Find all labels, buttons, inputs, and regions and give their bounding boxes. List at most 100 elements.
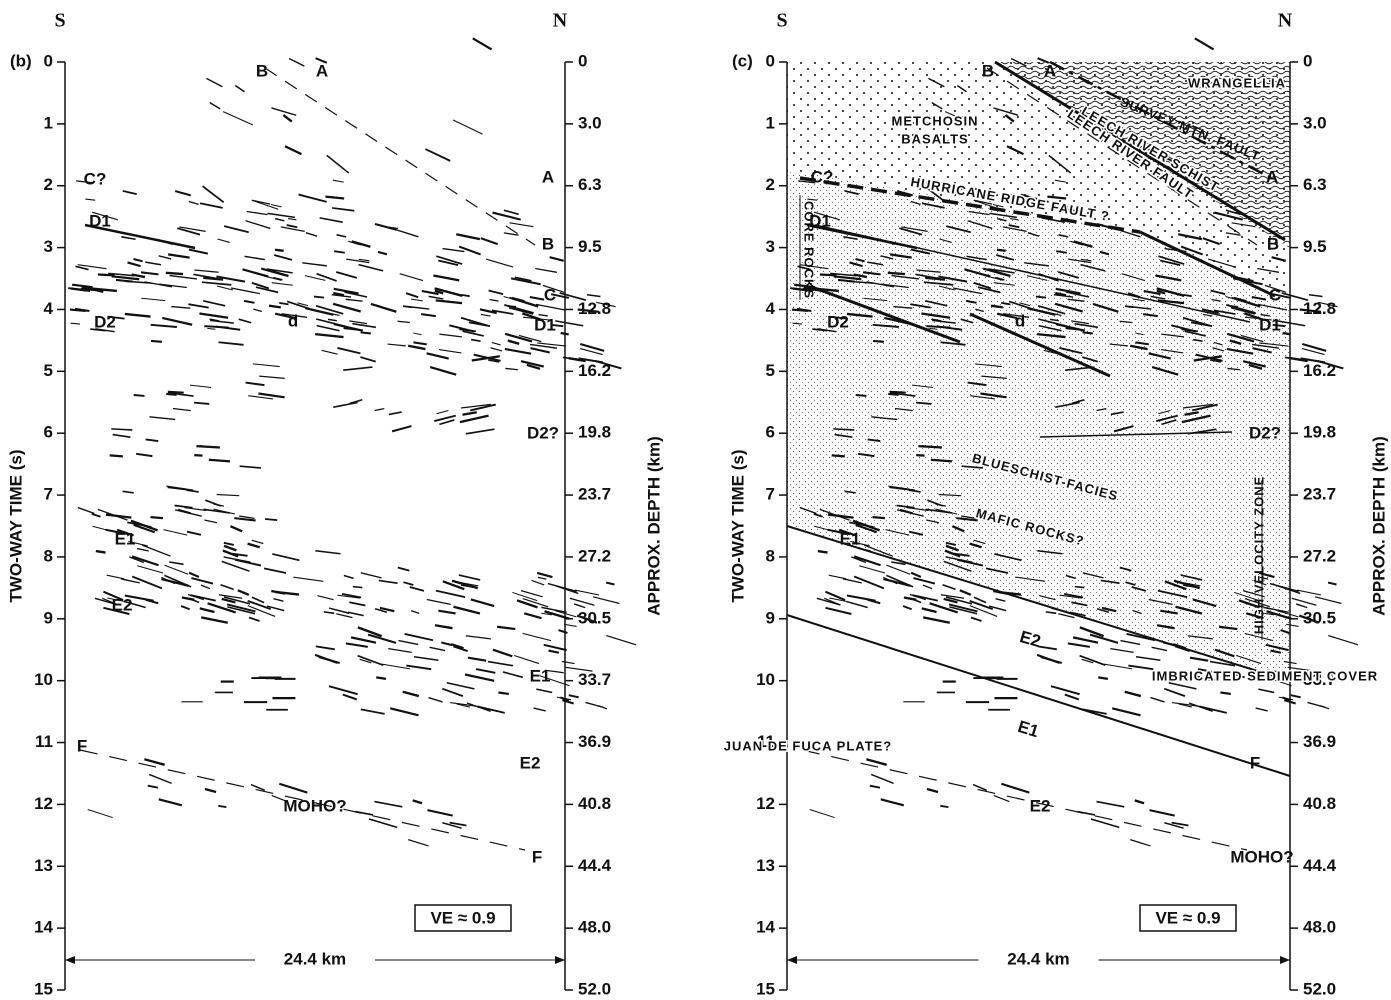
reflection <box>273 598 284 602</box>
reflection <box>887 271 906 276</box>
reflection <box>1113 425 1134 433</box>
reflection <box>159 283 187 289</box>
reflection <box>190 594 216 602</box>
reflection <box>1180 574 1203 581</box>
section-label: D2? <box>1249 423 1281 442</box>
reflection <box>158 798 183 807</box>
reflection <box>1149 809 1175 817</box>
section-label: D1 <box>534 315 556 334</box>
axis-title: TWO-WAY TIME (s) <box>728 450 747 603</box>
reflection <box>167 253 190 259</box>
reflection <box>196 444 220 449</box>
reflection <box>537 576 547 580</box>
reflection <box>441 687 464 698</box>
reflection <box>1109 343 1128 347</box>
reflection <box>1019 302 1031 307</box>
reflection <box>559 292 587 301</box>
reflection <box>1302 343 1327 352</box>
reflection <box>966 255 987 261</box>
reflection <box>487 660 514 667</box>
section-label: JUAN DE FUCA PLATE? <box>724 738 893 753</box>
reflection <box>75 265 89 271</box>
reflection <box>108 272 135 277</box>
section-label: D2? <box>527 423 559 442</box>
reflection <box>1186 673 1217 682</box>
reflection <box>374 407 385 412</box>
reflection <box>305 231 318 237</box>
reflection <box>853 555 881 567</box>
reflection <box>1036 332 1066 339</box>
reflection <box>880 798 905 807</box>
reflection <box>1135 332 1144 336</box>
section-label: B <box>542 234 554 253</box>
reflection <box>1008 224 1020 229</box>
reflection <box>316 272 337 282</box>
reflection <box>1270 649 1282 654</box>
reflection <box>585 701 604 708</box>
reflection <box>921 607 937 614</box>
reflection <box>831 454 845 458</box>
reflection <box>1290 694 1301 699</box>
reflection <box>1079 654 1106 666</box>
reflection <box>1157 589 1188 598</box>
reflection <box>505 367 518 371</box>
reflection <box>1184 411 1199 416</box>
reflection <box>451 579 479 590</box>
reflection <box>492 648 513 658</box>
section-label: E1 <box>1016 717 1041 741</box>
reflection <box>1192 338 1203 343</box>
reflection <box>924 185 947 203</box>
reflection <box>194 269 219 273</box>
reflection <box>982 267 1008 277</box>
reflection <box>1143 289 1161 296</box>
reflection <box>606 634 637 646</box>
reflection <box>465 428 495 435</box>
reflection <box>952 287 982 295</box>
reflection <box>79 749 526 851</box>
reflection <box>961 465 984 469</box>
tick-label: 4 <box>766 299 776 318</box>
fault-line <box>786 614 1291 777</box>
reflection <box>1160 609 1178 615</box>
reflection <box>429 646 446 652</box>
reflection <box>791 308 808 313</box>
section-label: D1 <box>89 211 111 230</box>
reflection <box>913 577 936 585</box>
reflection <box>1245 612 1264 620</box>
reflection <box>843 236 858 241</box>
ve-box <box>1139 904 1237 932</box>
reflection <box>1257 267 1280 273</box>
reflection <box>359 658 372 664</box>
reflection <box>1183 293 1192 298</box>
reflection <box>853 575 885 590</box>
reflection <box>817 549 828 554</box>
reflection <box>402 690 420 698</box>
reflection <box>997 217 1007 222</box>
reflection <box>1272 323 1286 328</box>
reflection <box>1132 298 1145 302</box>
reflection <box>550 293 570 299</box>
fault-line <box>799 176 1141 234</box>
reflection <box>267 212 296 219</box>
reflection <box>1053 294 1074 298</box>
reflection <box>1184 330 1206 337</box>
reflection <box>251 281 270 290</box>
section-label: HIGH VELOCITY ZONE <box>1251 476 1266 635</box>
reflection <box>526 363 541 370</box>
reflection <box>1225 232 1241 236</box>
reflection <box>227 606 256 615</box>
reflection <box>1070 240 1083 246</box>
reflection <box>1277 610 1299 618</box>
reflection <box>1001 302 1011 306</box>
reflection <box>109 454 123 458</box>
section-label: D1 <box>809 211 831 230</box>
reflection <box>592 596 620 605</box>
reflection <box>491 309 514 315</box>
reflection <box>1037 645 1057 651</box>
reflection <box>910 200 921 206</box>
reflection <box>1180 245 1203 256</box>
reflection <box>144 758 165 766</box>
reflection <box>1158 255 1185 265</box>
reflection <box>511 296 525 302</box>
reflection <box>918 444 942 449</box>
